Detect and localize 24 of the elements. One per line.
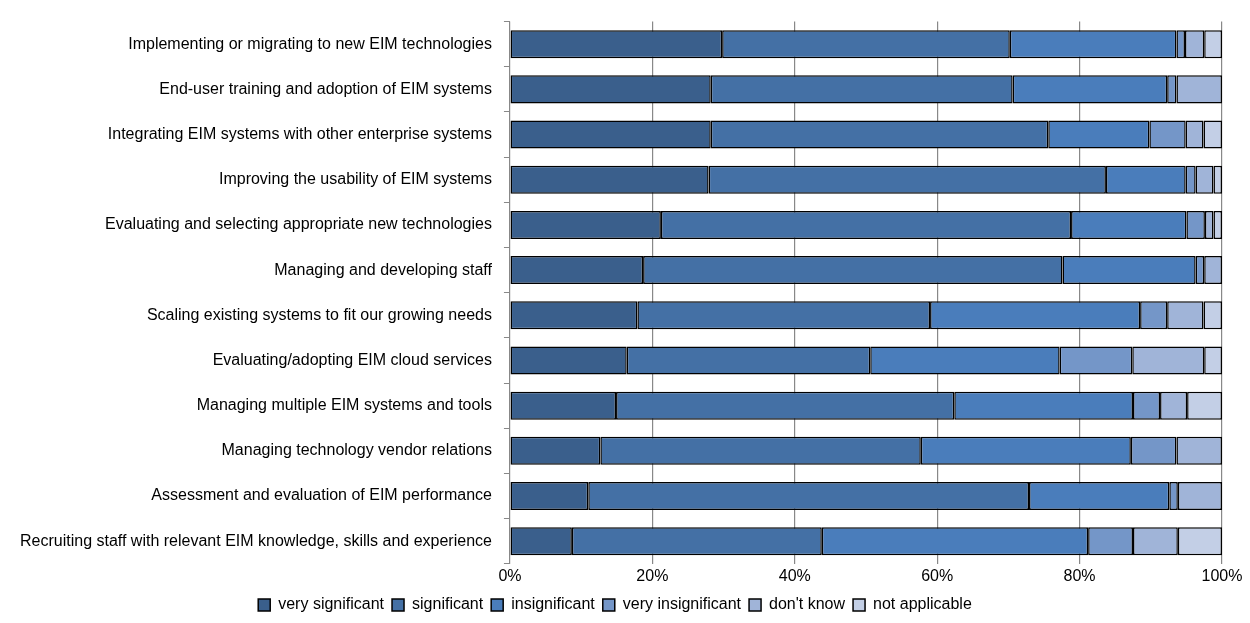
y-tick-label: Managing multiple EIM systems and tools xyxy=(196,396,492,414)
y-tick-label: Improving the usability of EIM systems xyxy=(218,170,492,188)
x-tick-label: 20% xyxy=(636,566,669,584)
y-tick-label: Evaluating/adopting EIM cloud services xyxy=(212,350,492,368)
y-tick-label: End-user training and adoption of EIM systems xyxy=(159,79,492,97)
x-tick-label: 40% xyxy=(778,566,811,584)
legend-label: very insignificant xyxy=(622,595,742,613)
x-tick-label: 0% xyxy=(498,566,522,584)
y-tick-label: Integrating EIM systems with other enterprise systems xyxy=(107,124,492,142)
y-tick-label: Managing and developing staff xyxy=(274,260,493,278)
y-tick-label: Implementing or migrating to new EIM technologies xyxy=(128,34,492,52)
y-tick-label: Scaling existing systems to fit our growing needs xyxy=(146,305,492,323)
y-tick-label: Evaluating and selecting appropriate new technologies xyxy=(105,215,492,233)
y-tick-label: Managing technology vendor relations xyxy=(221,441,492,459)
legend-label: not applicable xyxy=(873,595,972,613)
x-tick-label: 100% xyxy=(1201,566,1243,584)
x-tick-label: 80% xyxy=(1063,566,1096,584)
legend-label: significant xyxy=(412,595,484,613)
legend-label: insignificant xyxy=(511,595,596,613)
x-tick-label: 60% xyxy=(921,566,954,584)
legend-label: don't know xyxy=(769,595,846,613)
legend-label: very significant xyxy=(278,595,385,613)
y-tick-label: Recruiting staff with relevant EIM knowledge, skills and experience xyxy=(20,531,493,549)
y-tick-label: Assessment and evaluation of EIM performance xyxy=(151,486,493,504)
